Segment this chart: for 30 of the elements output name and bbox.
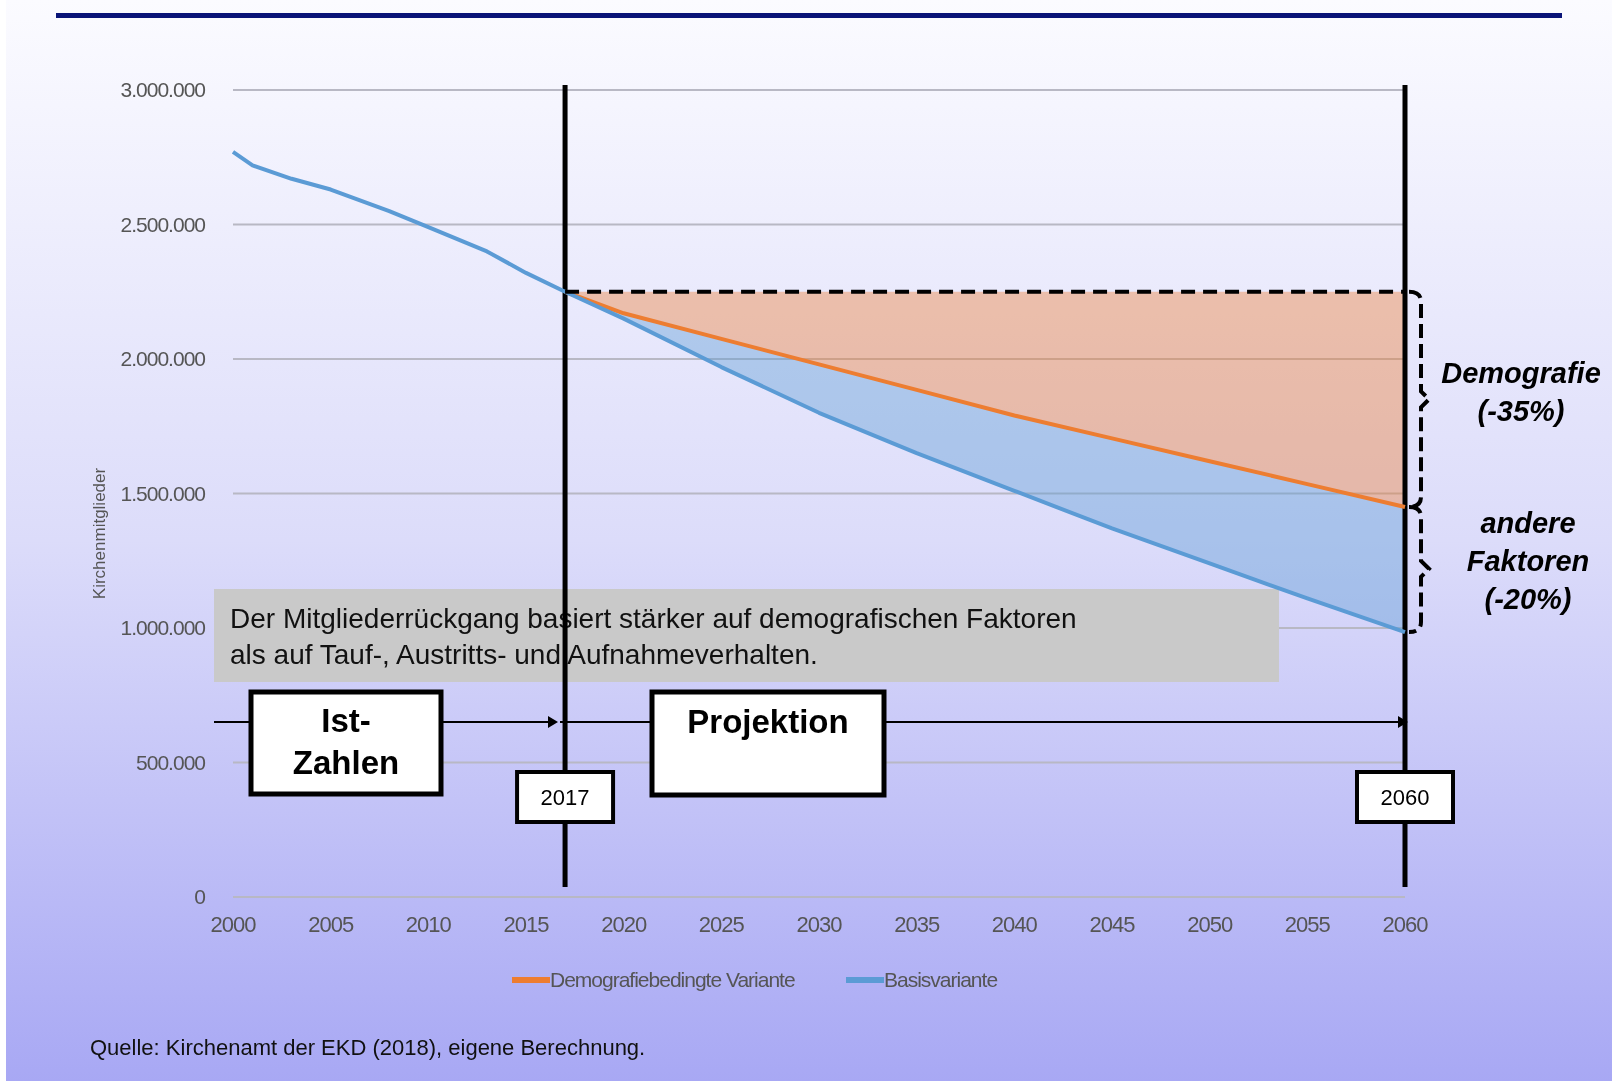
x-tick-label: 2045 <box>1089 912 1136 937</box>
x-tick-label: 2010 <box>405 912 452 937</box>
x-tick-label: 2040 <box>991 912 1038 937</box>
x-tick-label: 2000 <box>210 912 257 937</box>
legend-label: Demografiebedingte Variante <box>550 968 795 992</box>
source-note: Quelle: Kirchenamt der EKD (2018), eigene Berechnung. <box>90 1035 646 1060</box>
annotation: Projektion <box>687 703 849 740</box>
annotation: Ist- Zahlen <box>292 702 400 781</box>
x-tick-label: 2030 <box>796 912 843 937</box>
x-tick-label: 2005 <box>308 912 354 937</box>
x-tick-label: 2055 <box>1284 912 1331 937</box>
text: Demografie (-35%) <box>1441 357 1601 427</box>
text: andere Faktoren (-20%) <box>1466 507 1590 615</box>
y-tick-label: 3.000.000 <box>120 78 206 102</box>
y-tick-label: 500.000 <box>136 750 206 774</box>
x-tick-label: 2060 <box>1382 912 1429 937</box>
x-tick-label: 2020 <box>601 912 647 937</box>
legend-label: Basisvariante <box>884 968 998 992</box>
ref-line-label: 2017 <box>540 784 590 810</box>
y-axis-title: Kirchenmitglieder <box>90 467 109 600</box>
y-tick-label: 2.000.000 <box>120 347 206 371</box>
x-tick-label: 2035 <box>894 912 940 937</box>
y-tick-label: 2.500.000 <box>120 212 206 236</box>
y-tick-label: 1.500.000 <box>120 481 206 505</box>
ref-line-label: 2060 <box>1380 784 1430 810</box>
x-tick-label: 2015 <box>503 912 550 937</box>
y-tick-label: 1.000.000 <box>120 616 206 640</box>
y-tick-label: 0 <box>194 885 206 909</box>
x-tick-label: 2050 <box>1187 912 1233 937</box>
x-tick-label: 2025 <box>698 912 745 937</box>
